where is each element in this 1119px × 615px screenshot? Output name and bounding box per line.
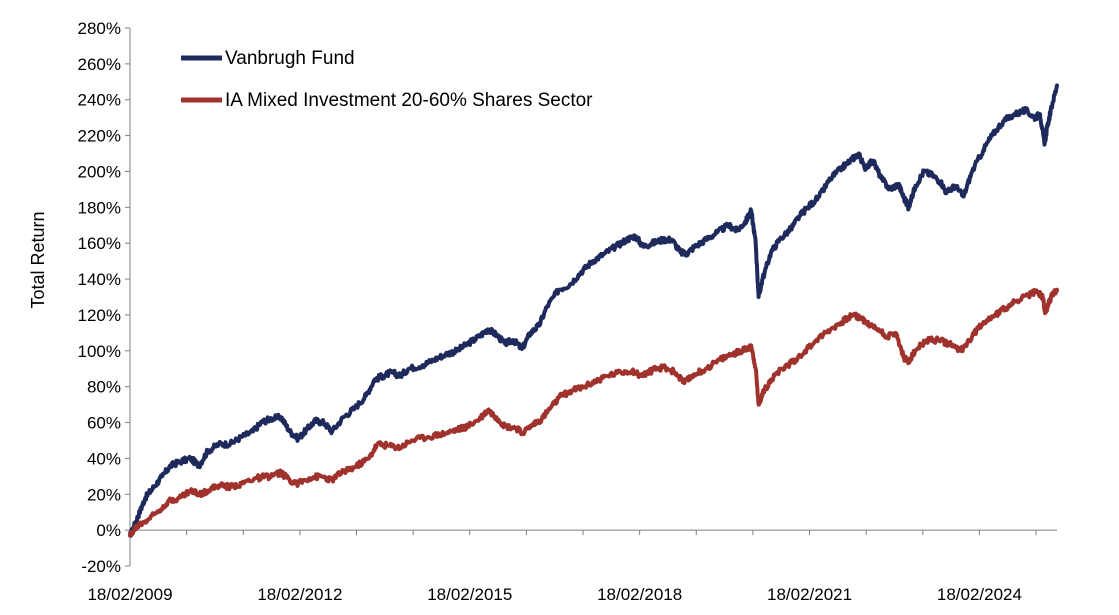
y-tick-label: 120%: [78, 306, 121, 325]
x-tick-label: 18/02/2015: [427, 585, 512, 604]
series-line-vanbrugh: [128, 83, 1059, 538]
legend-label-ia-mixed: IA Mixed Investment 20-60% Shares Sector: [225, 90, 593, 111]
y-axis-title: Total Return: [28, 211, 48, 308]
y-tick-label: 60%: [87, 414, 121, 433]
legend-label-vanbrugh: Vanbrugh Fund: [225, 48, 355, 69]
axes: 280% 260% 240% 220% 200% 180% 160% 140% 120% 100%…: [78, 19, 1057, 604]
y-tick-label: 180%: [78, 198, 121, 217]
x-tick-label: 18/02/2021: [767, 585, 852, 604]
y-tick-label: 140%: [78, 270, 121, 289]
y-tick-label: -20%: [81, 557, 121, 576]
y-tick-label: 0%: [96, 521, 121, 540]
y-tick-label: 100%: [78, 342, 121, 361]
y-tick-label: 80%: [87, 378, 121, 397]
y-tick-label: 160%: [78, 234, 121, 253]
y-tick-label: 40%: [87, 449, 121, 468]
y-tick-label: 220%: [78, 127, 121, 146]
x-tick-label: 18/02/2024: [937, 585, 1022, 604]
y-tick-label: 200%: [78, 162, 121, 181]
series-line-ia-mixed: [128, 287, 1059, 538]
y-tick-label: 280%: [78, 19, 121, 38]
x-tick-label: 18/02/2018: [597, 585, 682, 604]
y-tick-label: 20%: [87, 485, 121, 504]
x-tick-label: 18/02/2009: [87, 585, 172, 604]
y-tick-label: 240%: [78, 91, 121, 110]
legend: Vanbrugh Fund IA Mixed Investment 20-60%…: [181, 48, 593, 111]
y-tick-label: 260%: [78, 55, 121, 74]
x-tick-label: 18/02/2012: [257, 585, 342, 604]
